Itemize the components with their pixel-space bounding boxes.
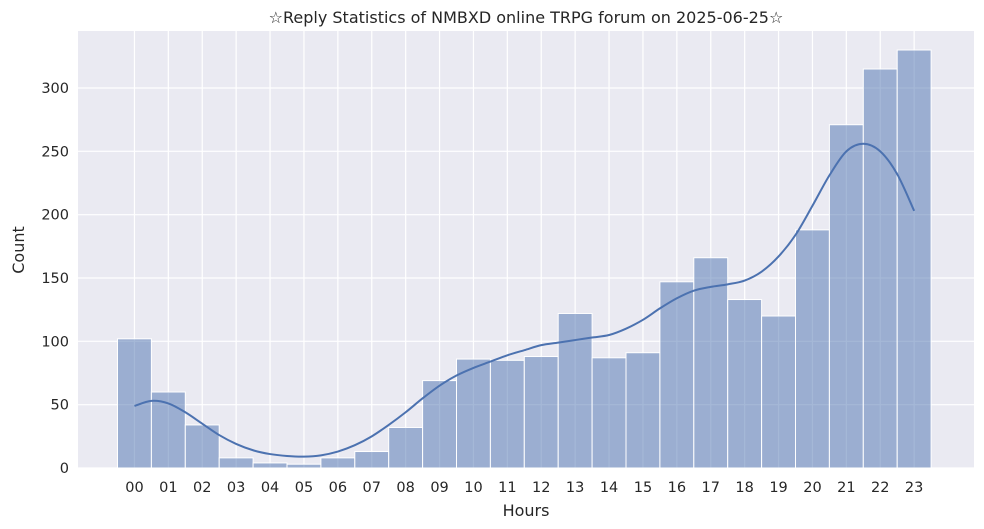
x-tick-label: 13 (566, 480, 584, 496)
x-tick-label: 09 (430, 480, 448, 496)
bar-hour-04 (252, 462, 288, 469)
bar-hour-22 (862, 68, 898, 469)
x-tick-label: 00 (125, 480, 143, 496)
bar-hour-01 (150, 391, 186, 469)
x-tick-label: 03 (227, 480, 245, 496)
x-tick-label: 10 (464, 480, 482, 496)
x-tick-label: 20 (803, 480, 821, 496)
y-tick-label: 300 (41, 81, 69, 97)
bar-hour-03 (218, 457, 254, 469)
y-tick-label: 150 (41, 271, 69, 287)
bar-hour-17 (693, 257, 729, 469)
bar-hour-18 (727, 299, 763, 469)
x-tick-label: 16 (668, 480, 686, 496)
x-tick-label: 11 (498, 480, 516, 496)
x-tick-label: 15 (634, 480, 652, 496)
x-tick-label: 14 (600, 480, 618, 496)
chart-title: ☆Reply Statistics of NMBXD online TRPG f… (269, 8, 784, 27)
x-tick-label: 12 (532, 480, 550, 496)
y-tick-label: 50 (51, 398, 69, 414)
y-tick-label: 200 (41, 208, 69, 224)
x-tick-label: 17 (702, 480, 720, 496)
bar-hour-14 (591, 357, 627, 469)
x-axis-label: Hours (503, 501, 550, 520)
bar-hour-08 (388, 426, 424, 469)
bar-hour-19 (761, 315, 796, 469)
x-tick-label: 06 (329, 480, 347, 496)
x-tick-label: 07 (363, 480, 381, 496)
bar-hour-20 (795, 229, 830, 469)
x-axis-ticks: 00 01 02 03 04 05 06 07 08 09 10 11 12 13 14 15 16 17 18 19… (125, 480, 923, 496)
bar-hour-15 (625, 352, 661, 469)
x-tick-label: 02 (193, 480, 211, 496)
bar-hour-11 (489, 359, 525, 469)
y-tick-label: 250 (41, 144, 69, 160)
x-tick-label: 08 (396, 480, 414, 496)
x-tick-label: 23 (905, 480, 923, 496)
bar-hour-07 (354, 451, 390, 469)
bar-hour-00 (117, 338, 152, 469)
bar-hour-23 (896, 49, 932, 469)
y-axis-ticks: 0 50 100 150 200 250 300 (41, 81, 69, 477)
kde-curve-group (134, 142, 916, 458)
bar-hour-16 (659, 281, 695, 469)
x-tick-label: 04 (261, 480, 279, 496)
bar-hour-05 (286, 463, 322, 469)
y-tick-label: 100 (41, 334, 69, 350)
x-tick-label: 21 (837, 480, 855, 496)
y-axis-label: Count (9, 226, 28, 274)
x-tick-label: 01 (159, 480, 177, 496)
y-tick-label: 0 (60, 461, 69, 477)
bar-hour-10 (456, 358, 491, 469)
bar-hour-21 (828, 124, 864, 469)
x-tick-label: 18 (735, 480, 753, 496)
bars (117, 49, 932, 469)
bar-hour-12 (523, 356, 559, 469)
x-tick-label: 19 (769, 480, 787, 496)
x-tick-label: 05 (295, 480, 313, 496)
bar-hour-06 (320, 457, 356, 469)
x-tick-label: 22 (871, 480, 889, 496)
kde-curve (134, 142, 916, 458)
bar-hour-13 (557, 312, 593, 469)
